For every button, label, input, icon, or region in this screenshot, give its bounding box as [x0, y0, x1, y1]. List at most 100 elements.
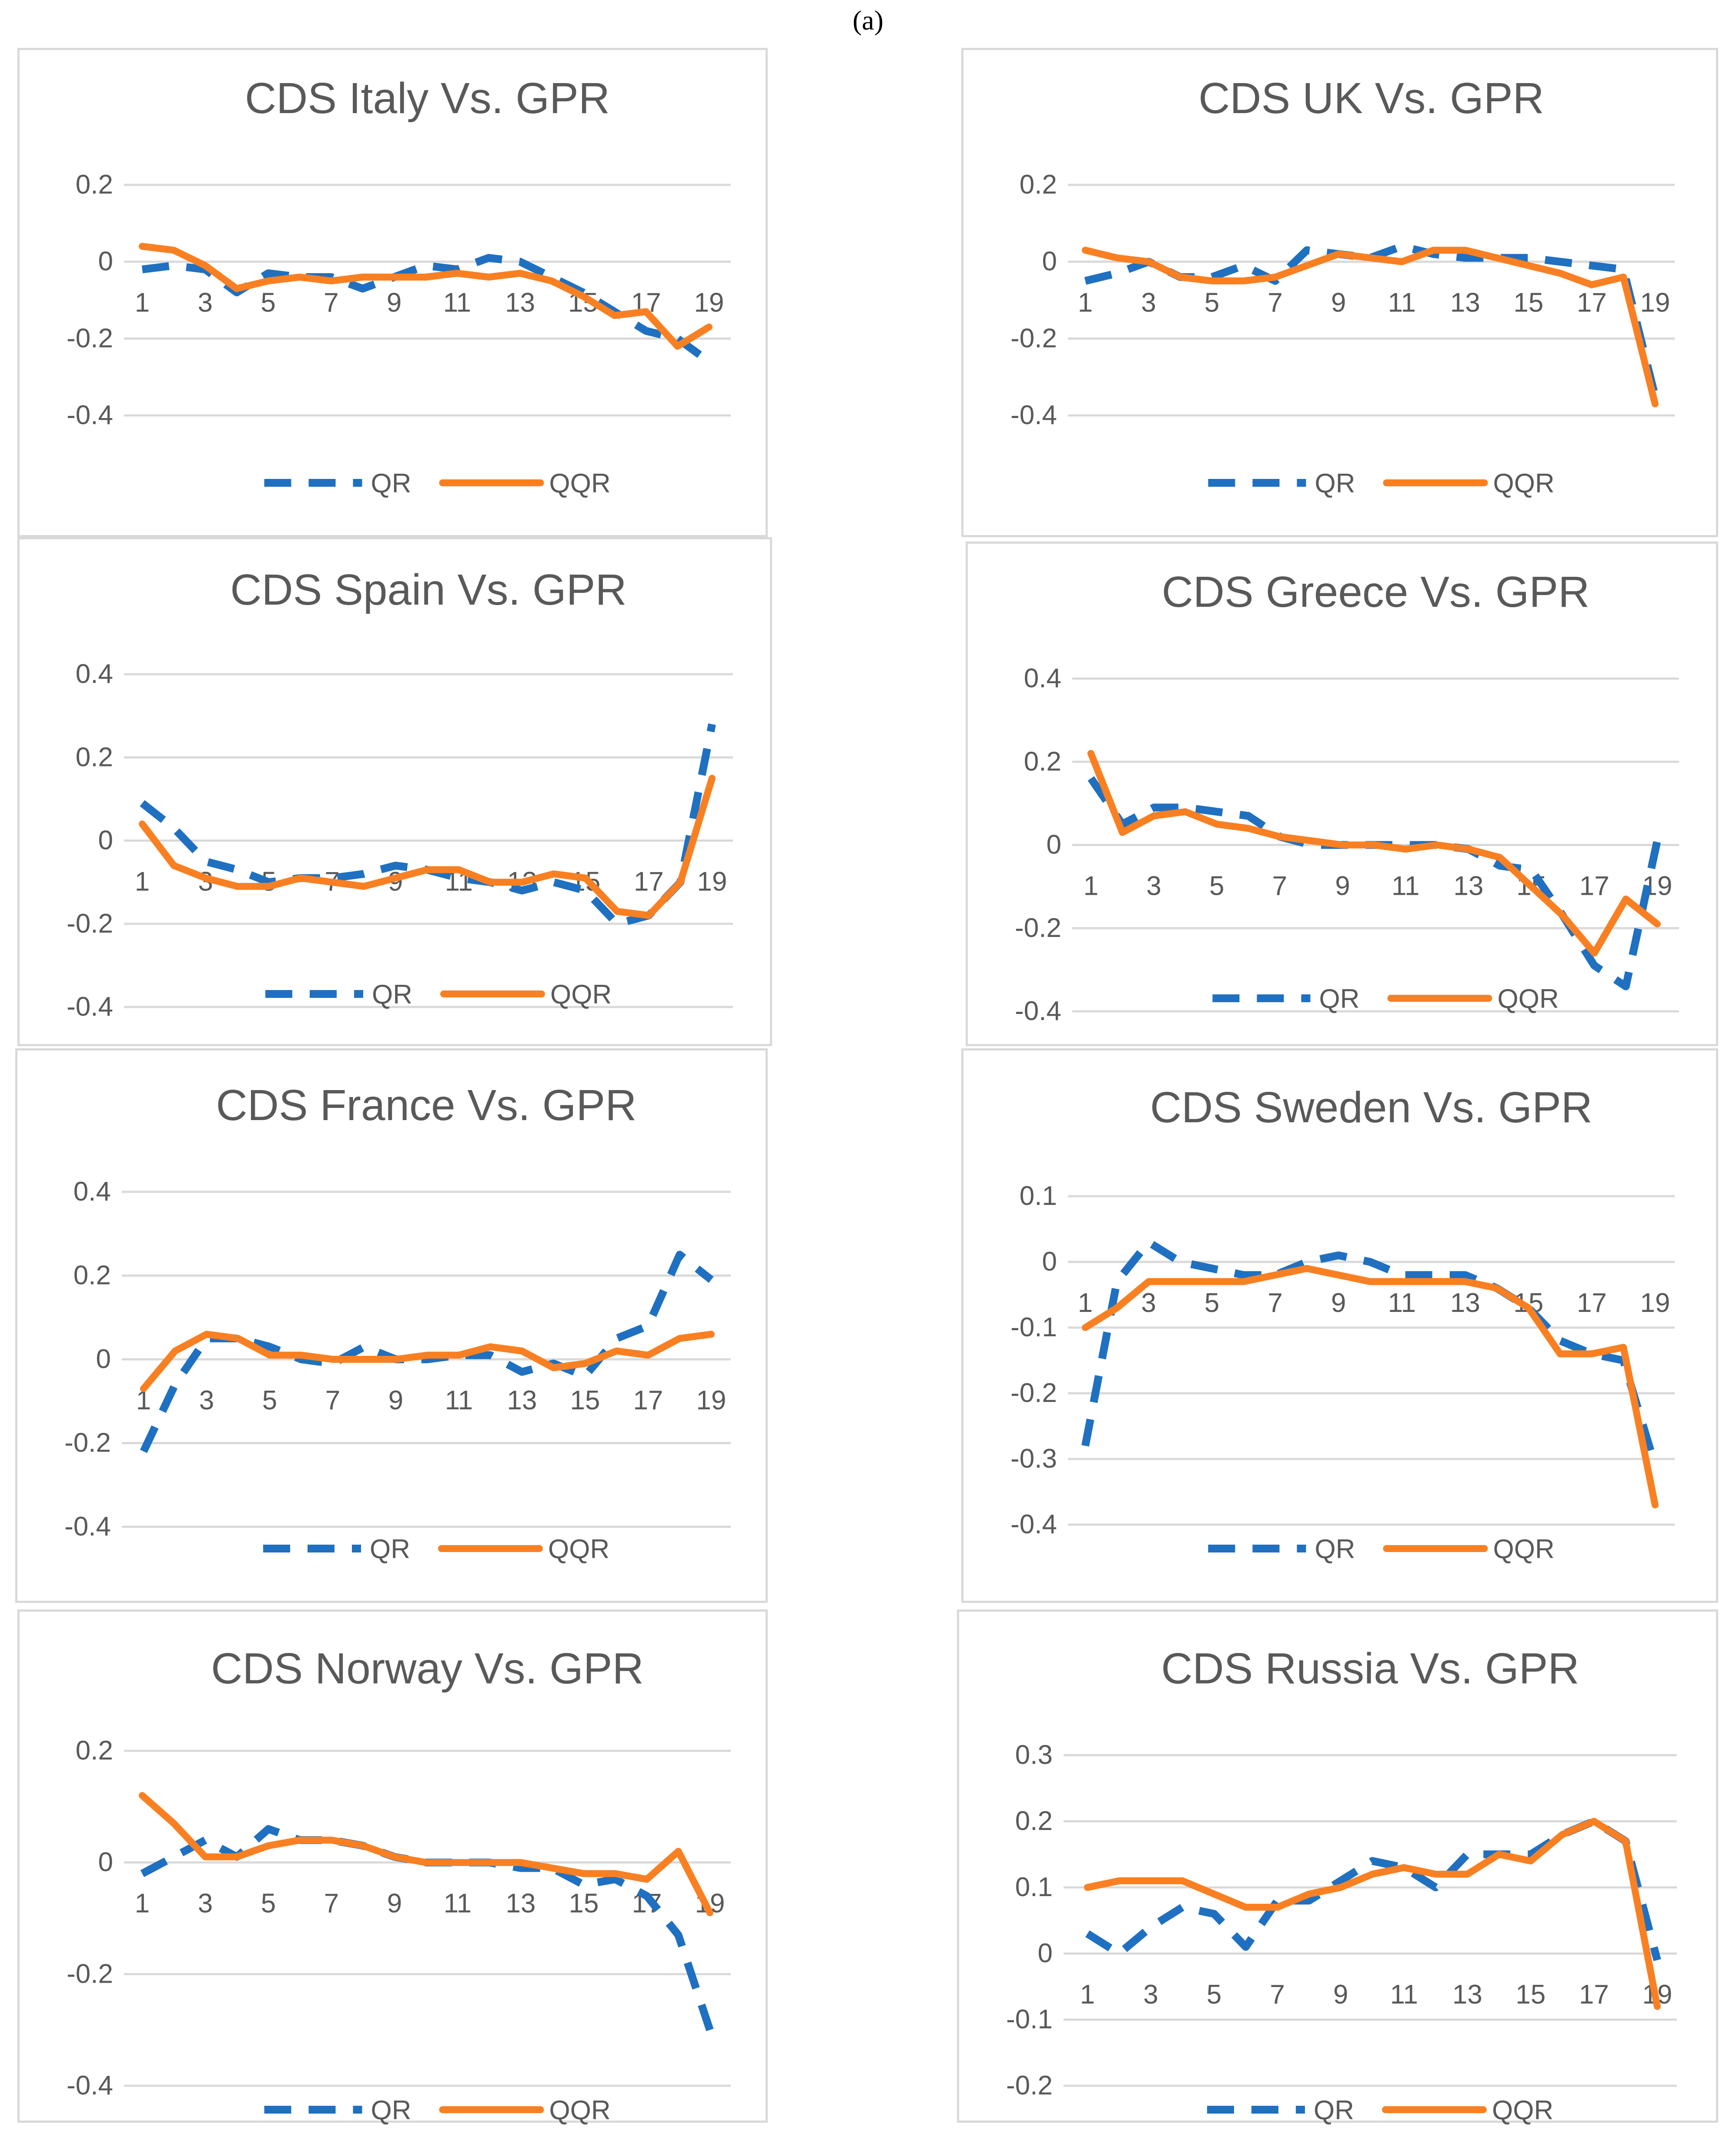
- legend-label-qqr: QQR: [1493, 468, 1555, 498]
- x-tick-label: 5: [262, 1385, 277, 1415]
- x-tick-label: 11: [1388, 1288, 1416, 1318]
- chart-panel-sweden: CDS Sweden Vs. GPR 0.1 0 -0.1 -0.2 -0.3 -0.4 1 3…: [961, 1048, 1718, 1603]
- chart-panel-italy: CDS Italy Vs. GPR 0.2 0 -0.2 -0.4 1 3 5 7 9 11 13 15…: [17, 48, 768, 537]
- x-tick-label: 13: [505, 288, 535, 318]
- y-tick-label: -0.2: [67, 323, 113, 353]
- chart-panel-uk: CDS UK Vs. GPR 0.2 0 -0.2 -0.4 1 3 5 7 9 11 13 15 17 1…: [961, 48, 1718, 537]
- x-tick-label: 1: [135, 288, 150, 318]
- chart-title: CDS Sweden Vs. GPR: [1150, 1083, 1592, 1132]
- x-tick-label: 19: [1640, 288, 1670, 318]
- figure-label: (a): [852, 5, 884, 36]
- y-tick-label: -0.4: [67, 400, 113, 430]
- legend-label-qr: QR: [1319, 984, 1360, 1014]
- chart-title: CDS Spain Vs. GPR: [230, 565, 626, 614]
- x-tick-label: 11: [1390, 1980, 1418, 2010]
- x-tick-label: 5: [1209, 871, 1224, 901]
- x-tick-label: 1: [1080, 1980, 1095, 2010]
- chart-svg-france: CDS France Vs. GPR 0.4 0.2 0 -0.2 -0.4 1 3 5 7 9 11…: [64, 1081, 731, 1564]
- y-tick-label: -0.3: [1010, 1444, 1057, 1474]
- y-tick-label: 0: [1042, 247, 1057, 277]
- x-tick-label: 7: [1268, 288, 1282, 318]
- x-tick-label: 15: [1515, 1980, 1545, 2010]
- y-tick-label: 0: [1042, 1247, 1057, 1277]
- chart-title: CDS UK Vs. GPR: [1198, 74, 1544, 123]
- series-line-qqr: [1084, 1818, 1661, 2010]
- y-tick-label: -0.2: [1010, 323, 1057, 353]
- x-tick-label: 1: [135, 867, 150, 897]
- legend-label-qr: QR: [1314, 2095, 1354, 2125]
- x-tick-label: 3: [1141, 288, 1156, 318]
- x-tick-label: 17: [633, 1385, 663, 1415]
- series-line-qr: [1085, 1817, 1661, 1961]
- y-tick-label: 0.2: [76, 170, 113, 200]
- x-tick-label: 13: [1452, 1980, 1482, 2010]
- legend-label-qqr: QQR: [1492, 2095, 1553, 2125]
- y-tick-label: 0: [98, 1847, 113, 1877]
- y-tick-label: 0.4: [74, 1177, 111, 1207]
- series-line-qr: [140, 723, 716, 928]
- x-tick-label: 5: [261, 288, 275, 318]
- x-tick-label: 7: [325, 1385, 340, 1415]
- y-tick-label: 0: [1038, 1938, 1053, 1968]
- y-tick-label: -0.2: [1010, 1378, 1057, 1408]
- x-tick-label: 17: [1577, 288, 1607, 318]
- y-tick-label: -0.2: [67, 1959, 113, 1989]
- y-tick-label: -0.2: [67, 909, 113, 939]
- y-tick-label: -0.4: [1010, 400, 1057, 430]
- chart-title: CDS Greece Vs. GPR: [1162, 568, 1590, 616]
- x-tick-label: 9: [1331, 1288, 1346, 1318]
- x-tick-label: 7: [1272, 871, 1287, 901]
- y-tick-label: 0.2: [1015, 1806, 1053, 1836]
- x-tick-label: 19: [696, 1385, 726, 1415]
- x-tick-label: 17: [1577, 1288, 1607, 1318]
- x-tick-label: 17: [634, 867, 664, 897]
- legend-label-qr: QR: [371, 468, 411, 498]
- y-tick-label: 0: [1047, 830, 1061, 860]
- legend-label-qr: QR: [1315, 468, 1355, 498]
- x-tick-label: 7: [324, 288, 338, 318]
- y-tick-label: -0.2: [1015, 913, 1061, 943]
- y-tick-label: 0.2: [76, 742, 113, 772]
- legend-label-qqr: QQR: [1498, 984, 1559, 1014]
- chart-panel-russia: CDS Russia Vs. GPR 0.3 0.2 0.1 0 -0.1 -0.2 1 3 5 7…: [957, 1609, 1718, 2125]
- legend-label-qr: QR: [370, 1534, 410, 1564]
- y-tick-label: 0: [98, 247, 113, 277]
- x-tick-label: 7: [1268, 1288, 1282, 1318]
- x-tick-label: 11: [1388, 288, 1416, 318]
- x-tick-label: 5: [1204, 1288, 1219, 1318]
- x-tick-label: 5: [1207, 1980, 1221, 2010]
- y-tick-label: 0: [98, 826, 113, 856]
- series-line-qqr: [1087, 750, 1661, 957]
- chart-panel-norway: CDS Norway Vs. GPR 0.2 0 -0.2 -0.4 1 3 5 7 9 11 13 1…: [17, 1609, 768, 2125]
- x-tick-label: 11: [444, 1889, 472, 1919]
- legend-label-qqr: QQR: [1493, 1534, 1555, 1564]
- x-tick-label: 11: [1391, 871, 1419, 901]
- x-tick-label: 3: [1146, 871, 1161, 901]
- chart-title: CDS Norway Vs. GPR: [211, 1644, 644, 1693]
- chart-title: CDS Italy Vs. GPR: [245, 74, 610, 123]
- y-tick-label: 0.4: [76, 659, 113, 689]
- x-tick-label: 1: [135, 1889, 150, 1919]
- legend-label-qr: QR: [371, 2095, 411, 2125]
- y-tick-label: 0.4: [1024, 663, 1061, 693]
- x-tick-label: 13: [506, 1889, 536, 1919]
- chart-title: CDS Russia Vs. GPR: [1161, 1644, 1579, 1693]
- x-tick-label: 5: [1204, 288, 1219, 318]
- y-tick-label: 0.2: [1020, 170, 1057, 200]
- y-tick-label: -0.2: [64, 1428, 111, 1458]
- legend-label-qqr: QQR: [550, 980, 612, 1010]
- x-tick-label: 7: [324, 1889, 339, 1919]
- series-line-qr: [141, 254, 712, 365]
- x-tick-label: 11: [445, 1385, 473, 1415]
- y-tick-label: -0.4: [64, 1512, 111, 1542]
- y-tick-label: 0.1: [1015, 1872, 1053, 1902]
- x-tick-label: 13: [1450, 1288, 1480, 1318]
- x-tick-label: 1: [1084, 871, 1098, 901]
- x-tick-label: 19: [697, 867, 727, 897]
- x-tick-label: 19: [1640, 1288, 1670, 1318]
- series-line-qqr: [139, 1792, 713, 1917]
